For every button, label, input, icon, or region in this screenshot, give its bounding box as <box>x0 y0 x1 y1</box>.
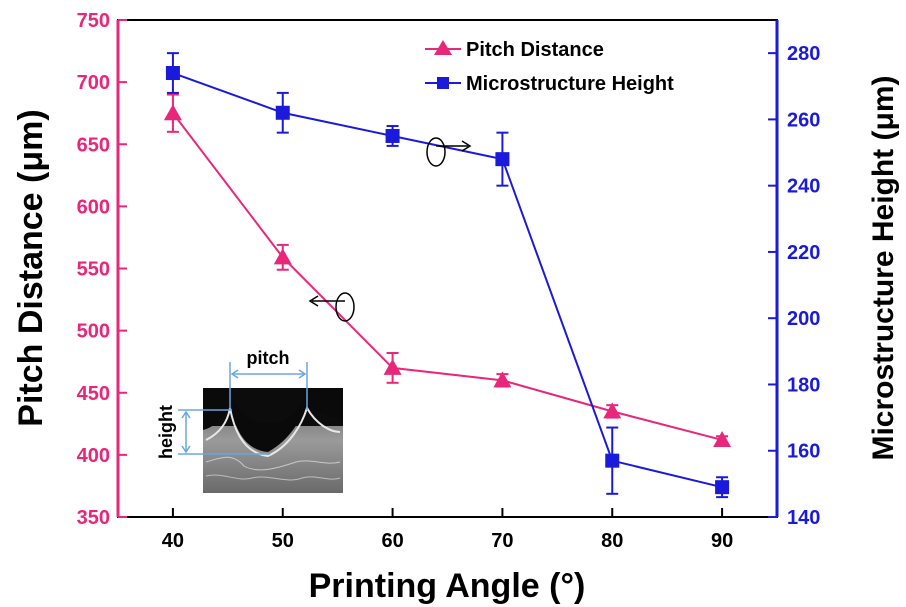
series-line-1 <box>172 72 723 489</box>
inset-pitch-label: pitch <box>247 348 290 368</box>
right-tick-label: 240 <box>787 176 820 198</box>
legend-triangle-marker <box>434 40 452 55</box>
x-tick-label: 60 <box>381 530 403 552</box>
left-tick-label: 550 <box>77 259 110 281</box>
data-point-square <box>715 480 730 495</box>
right-axis-indicator-arrow <box>426 137 472 167</box>
x-tick-label: 80 <box>601 530 623 552</box>
right-tick-label: 160 <box>787 441 820 463</box>
legend-label-pitch: Pitch Distance <box>466 39 604 61</box>
data-point-triangle <box>493 371 512 388</box>
left-axis-title: Pitch Distance (μm) <box>12 109 50 426</box>
data-point-square <box>385 128 400 143</box>
x-tick-label: 70 <box>491 530 513 552</box>
left-tick-label: 450 <box>77 383 110 405</box>
right-tick-label: 220 <box>787 242 820 264</box>
x-axis-ticks: 40 50 60 70 80 90 <box>162 508 733 552</box>
data-point-square <box>495 152 510 167</box>
x-tick-label: 40 <box>162 530 184 552</box>
data-point-square <box>165 66 180 81</box>
left-tick-label: 600 <box>77 196 110 218</box>
x-axis-title: Printing Angle (°) <box>309 567 586 605</box>
inset-height-label: height <box>156 405 176 459</box>
left-tick-label: 700 <box>77 72 110 94</box>
data-point-square <box>275 105 290 120</box>
left-tick-label: 650 <box>77 134 110 156</box>
data-point-triangle <box>603 402 622 419</box>
data-point-square <box>605 453 620 468</box>
legend-item-pitch: Pitch Distance <box>425 39 604 61</box>
right-tick-label: 140 <box>787 507 820 529</box>
left-tick-label: 750 <box>77 10 110 32</box>
data-point-triangle <box>163 104 182 121</box>
right-axis-title: Microstructure Height (μm) <box>867 75 900 460</box>
inset-micrograph: pitch height <box>156 348 343 493</box>
left-axis-indicator-arrow <box>308 292 355 322</box>
x-tick-label: 90 <box>711 530 733 552</box>
right-tick-label: 260 <box>787 109 820 131</box>
right-tick-label: 200 <box>787 308 820 330</box>
x-tick-label: 50 <box>272 530 294 552</box>
right-axis-ticks: 140 160 180 200 220 240 260 280 <box>768 43 820 529</box>
data-point-triangle <box>713 430 732 447</box>
legend-label-height: Microstructure Height <box>466 73 674 95</box>
left-tick-label: 350 <box>77 507 110 529</box>
series-layer <box>163 52 732 499</box>
legend-square-marker <box>437 77 449 89</box>
right-tick-label: 280 <box>787 43 820 65</box>
series-line-0 <box>172 112 723 441</box>
data-point-triangle <box>273 248 292 265</box>
left-tick-label: 500 <box>77 321 110 343</box>
left-tick-label: 400 <box>77 445 110 467</box>
legend: Pitch Distance Microstructure Height <box>425 39 674 95</box>
data-point-triangle <box>383 358 402 375</box>
left-axis-ticks: 350 400 450 500 550 600 650 700 750 <box>77 10 127 529</box>
legend-item-height: Microstructure Height <box>425 73 674 95</box>
right-tick-label: 180 <box>787 374 820 396</box>
